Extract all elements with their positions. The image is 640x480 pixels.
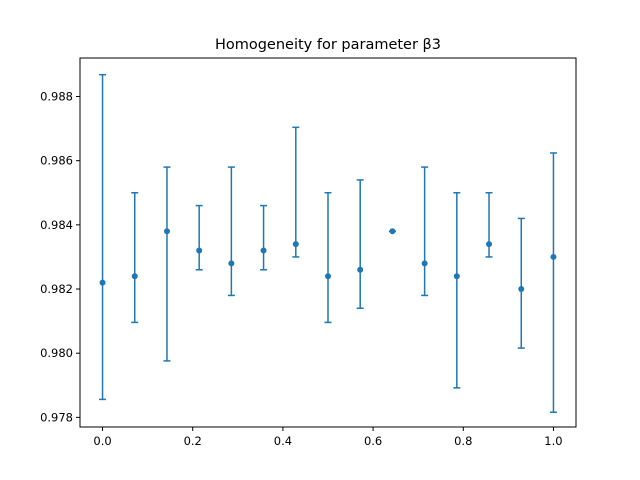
- plot-frame: [79, 57, 577, 428]
- data-point: [518, 286, 525, 293]
- error-bar-point: [324, 192, 332, 324]
- x-tick-label: 1.0: [544, 434, 562, 448]
- data-point: [453, 273, 460, 280]
- error-bar-point: [163, 166, 171, 362]
- x-tick-label: 0.4: [274, 434, 292, 448]
- data-point: [228, 260, 235, 267]
- y-tick-label: 0.986: [40, 154, 73, 168]
- data-point: [196, 247, 203, 254]
- y-tick-label: 0.982: [40, 282, 73, 296]
- y-tick-label: 0.980: [40, 346, 73, 360]
- error-bar-point: [421, 166, 429, 297]
- error-bar-point: [99, 73, 107, 401]
- y-axis: 0.978 0.980 0.982 0.984 0.986 0.988: [40, 90, 80, 424]
- data-point: [292, 241, 299, 248]
- error-bar-point: [131, 192, 139, 324]
- data-series: [99, 73, 557, 413]
- error-bar-point: [388, 228, 396, 235]
- x-axis: 0.0 0.2 0.4 0.6 0.8 1.0: [93, 427, 563, 448]
- error-bar-point: [549, 152, 557, 413]
- data-point: [325, 273, 331, 280]
- error-bar-point: [485, 192, 493, 258]
- error-bar-point: [453, 192, 461, 389]
- chart-title: Homogeneity for parameter β3: [215, 37, 441, 53]
- x-tick-label: 0.6: [364, 434, 382, 448]
- data-point: [260, 247, 267, 254]
- error-bar-point: [292, 126, 300, 258]
- error-bar-point: [517, 217, 525, 349]
- x-tick-label: 0.2: [184, 434, 202, 448]
- error-bar-point: [227, 166, 235, 297]
- error-bar-point: [195, 204, 203, 271]
- data-point: [486, 241, 493, 248]
- data-point: [389, 228, 396, 235]
- data-point: [357, 266, 364, 273]
- x-tick-label: 0.0: [93, 434, 111, 448]
- data-point: [99, 279, 106, 286]
- y-tick-label: 0.988: [40, 90, 73, 104]
- data-point: [131, 273, 138, 280]
- x-tick-label: 0.8: [454, 434, 472, 448]
- data-point: [163, 228, 170, 235]
- error-bar-point: [260, 204, 268, 271]
- data-point: [550, 253, 557, 260]
- data-point: [421, 260, 428, 267]
- y-tick-label: 0.984: [40, 218, 73, 232]
- error-bar-point: [356, 179, 364, 310]
- y-tick-label: 0.978: [40, 410, 73, 424]
